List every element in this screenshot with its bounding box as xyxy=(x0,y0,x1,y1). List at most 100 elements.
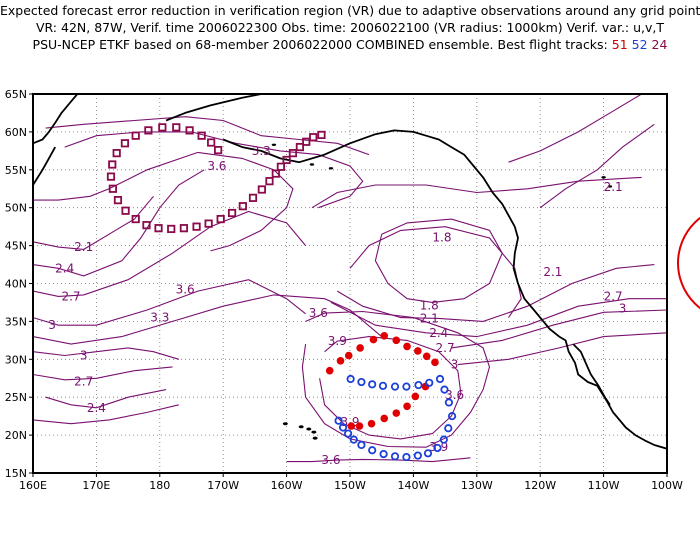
track-purple-point xyxy=(154,224,163,233)
track-red-point xyxy=(325,366,334,375)
track-red-point xyxy=(380,414,389,423)
contour-label: 1.8 xyxy=(432,230,451,244)
track-purple-point xyxy=(288,149,298,158)
contour-line xyxy=(311,176,642,209)
contour-line xyxy=(33,210,307,297)
contour-label: 3 xyxy=(451,358,459,372)
track-blue-point xyxy=(433,443,442,453)
track-purple-point xyxy=(158,123,167,132)
lon-tick-label: 180 xyxy=(149,479,170,492)
track-red-point xyxy=(336,357,345,365)
contour-lines xyxy=(33,94,667,463)
lat-tick-label: 40N xyxy=(5,278,27,291)
track-purple-point xyxy=(238,202,247,211)
track-blue-point xyxy=(435,374,445,384)
contour-line xyxy=(33,294,383,345)
track-red-point xyxy=(369,335,378,344)
lat-tick-label: 50N xyxy=(5,202,27,215)
contour-line xyxy=(33,404,179,425)
contour-label: 3.3 xyxy=(150,311,169,325)
islands xyxy=(271,143,613,440)
track-blue-point xyxy=(414,380,423,390)
track-purple-point xyxy=(108,184,117,193)
track-purple-point xyxy=(131,131,140,140)
track-red-point xyxy=(367,419,376,428)
track-blue-point xyxy=(447,412,457,421)
lat-tick-label: 65N xyxy=(5,88,27,101)
contour-label: 3.6 xyxy=(207,159,226,173)
track-red-point xyxy=(344,351,353,360)
track-blue-point xyxy=(402,452,411,462)
track-blue-point xyxy=(390,382,400,391)
track-purple-point xyxy=(106,172,116,181)
map-title-line1: Expected forecast error reduction in ver… xyxy=(0,3,700,18)
coastline xyxy=(165,94,262,122)
contour-line xyxy=(374,218,503,303)
contour-line xyxy=(286,457,471,463)
contour-label: 2.1 xyxy=(420,311,439,325)
track-blue-point xyxy=(378,381,388,390)
track-purple-point xyxy=(227,208,237,218)
contour-label: 2.7 xyxy=(61,289,80,303)
lat-tick-label: 60N xyxy=(5,126,27,139)
contour-label: 3.6 xyxy=(445,388,464,402)
track-blue-point xyxy=(413,451,422,460)
track-purple-point xyxy=(207,138,216,147)
contour-label: 3.6 xyxy=(321,453,340,467)
track-purple-point xyxy=(248,193,258,202)
map-title-line2: VR: 42N, 87W, Verif. time 2006022300 Obs… xyxy=(35,20,665,35)
contour-label: 2.4 xyxy=(87,401,106,415)
contour-line xyxy=(451,309,667,349)
contour-line xyxy=(301,310,491,448)
island xyxy=(601,176,606,179)
track-purple-point xyxy=(204,219,213,228)
lat-tick-label: 30N xyxy=(5,353,27,366)
track-purple-point xyxy=(113,196,123,205)
track-purple-point xyxy=(197,131,206,140)
track-purple-point xyxy=(112,149,121,158)
island xyxy=(282,422,288,426)
track-red-point xyxy=(403,342,411,351)
contour-label: 3.9 xyxy=(328,334,347,348)
island xyxy=(306,427,312,431)
flight-tracks xyxy=(106,123,457,462)
map-title-line3: PSU-NCEP ETKF based on 68-member 2006022… xyxy=(0,37,700,52)
track-red-point xyxy=(392,336,401,345)
contour-line xyxy=(457,332,667,366)
contour-label: 3 xyxy=(48,318,56,332)
lon-tick-label: 170W xyxy=(207,479,239,492)
track-purple-point xyxy=(214,145,223,155)
contour-line xyxy=(33,347,179,360)
track-red-point xyxy=(411,392,420,401)
track-blue-point xyxy=(357,377,366,387)
track-red-point xyxy=(431,358,439,367)
contour-line xyxy=(33,151,294,252)
contour-label: 2.7 xyxy=(436,341,455,355)
track-purple-point xyxy=(265,177,274,186)
contour-line xyxy=(45,389,167,409)
track-blue-point xyxy=(368,380,377,389)
track-purple-label: 24 xyxy=(651,37,668,52)
track-purple-point xyxy=(179,224,188,233)
track-blue-label: 52 xyxy=(631,37,648,52)
lat-tick-label: 20N xyxy=(5,429,27,442)
island xyxy=(328,167,334,170)
lon-tick-label: 150W xyxy=(334,479,366,492)
track-blue-point xyxy=(444,398,454,407)
lon-tick-label: 120W xyxy=(524,479,556,492)
track-red-point xyxy=(414,347,422,355)
track-blue-point xyxy=(346,374,355,384)
track-red-point xyxy=(355,422,364,430)
track-blue-point xyxy=(357,440,366,450)
track-purple-point xyxy=(131,214,140,224)
track-blue-point xyxy=(390,452,400,461)
track-red-point xyxy=(380,332,389,340)
track-blue-point xyxy=(440,385,449,394)
contour-line xyxy=(330,298,667,338)
contour-label: 3.3 xyxy=(252,144,271,158)
lat-tick-label: 35N xyxy=(5,315,27,328)
track-purple-point xyxy=(172,123,181,132)
title-line3-text: PSU-NCEP ETKF based on 68-member 2006022… xyxy=(32,37,608,52)
lon-tick-label: 100W xyxy=(651,479,683,492)
